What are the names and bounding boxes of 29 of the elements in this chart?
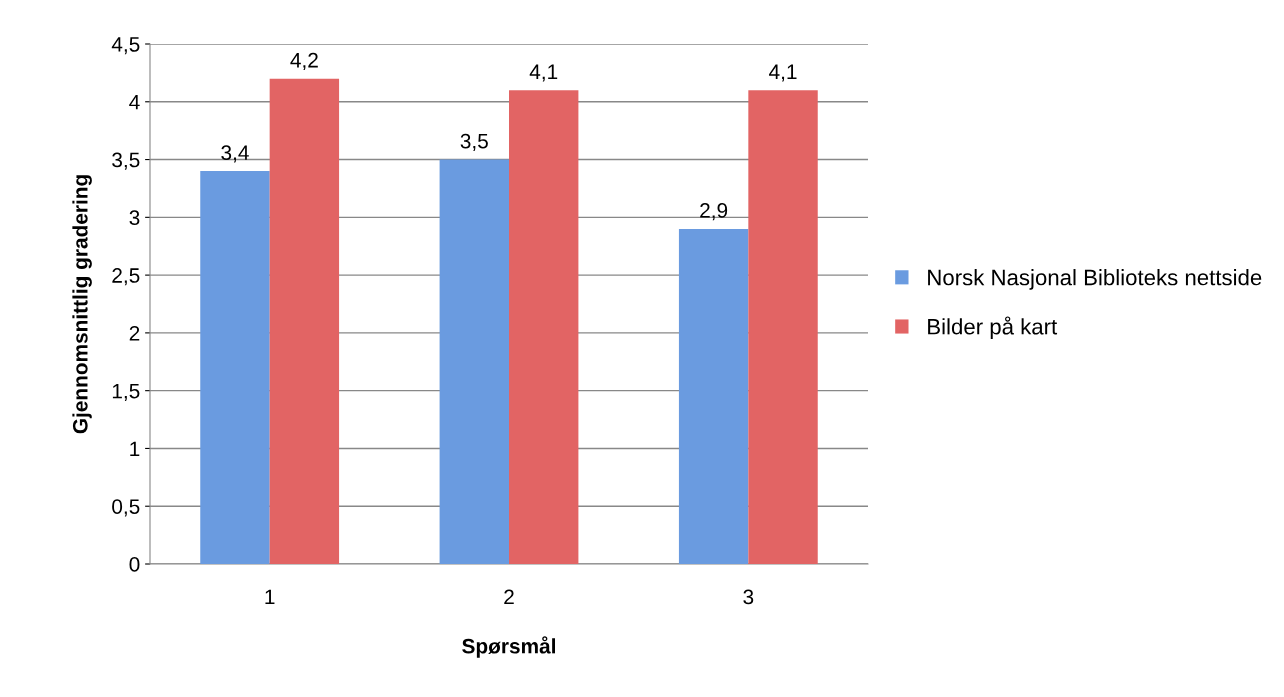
bar [200,171,270,564]
bar [269,78,340,564]
data-label: 3,5 [460,133,488,151]
y-tick-label: 1,5 [112,383,140,401]
y-axis-title: Gjennomsnittlig gradering [72,175,92,434]
y-tick-label: 4 [129,94,140,110]
data-label: 4,2 [290,52,318,71]
legend-label: Norsk Nasjonal Biblioteks nettside [928,269,1262,290]
y-tick-label: 4,5 [111,37,140,55]
data-label: 3,4 [221,145,249,163]
x-axis-title: Spørsmål [462,636,555,658]
x-tick-label: 3 [743,589,754,605]
y-tick-label: 2 [129,325,140,341]
y-tick-label: 3,5 [112,152,140,170]
data-label: 2,9 [700,203,728,221]
bar [678,228,749,564]
legend-label: Bilder på kart [928,316,1058,339]
bar [439,159,509,564]
data-label: 4,1 [529,64,558,82]
y-tick-label: 2,5 [112,268,140,286]
x-tick-label: 1 [265,589,275,605]
y-tick-label: 0,5 [112,499,140,517]
bar [748,90,818,564]
data-label: 4,1 [769,64,797,82]
y-tick-label: 1 [130,441,140,456]
x-tick-label: 2 [504,589,514,605]
bar [509,90,579,564]
y-tick-label: 0 [129,557,140,572]
y-tick-label: 3 [129,210,140,226]
